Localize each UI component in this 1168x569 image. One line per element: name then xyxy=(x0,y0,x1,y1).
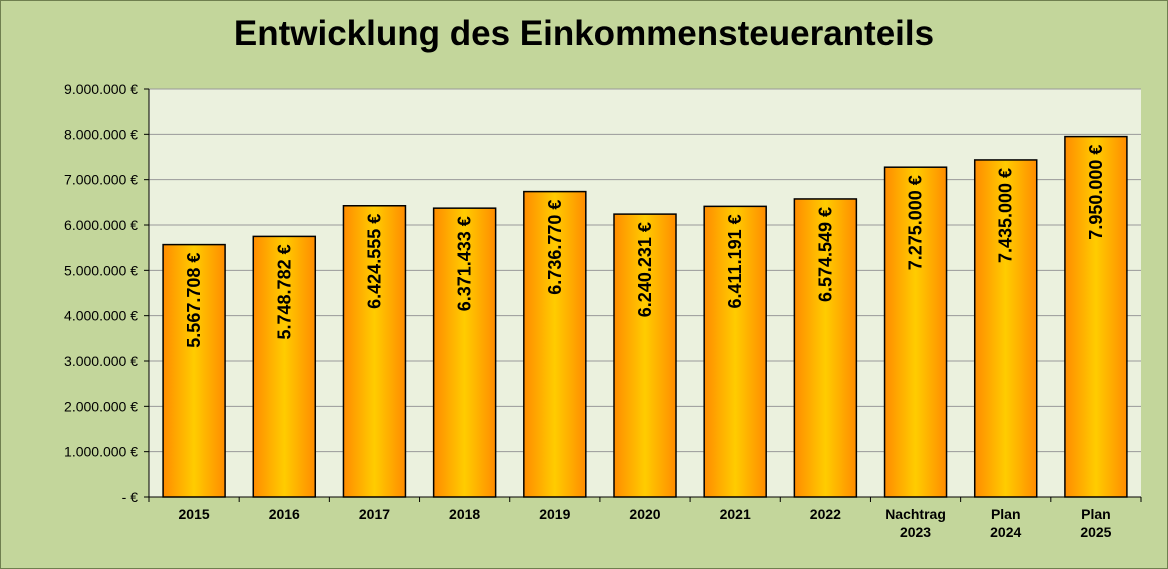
x-tick-label: 2016 xyxy=(269,506,300,522)
data-label: 6.736.770 € xyxy=(545,200,565,295)
bar xyxy=(252,235,317,498)
x-tick-label: Plan xyxy=(1081,506,1111,522)
data-label: 5.748.782 € xyxy=(274,244,294,339)
bar xyxy=(162,243,226,498)
data-label: 6.240.231 € xyxy=(635,222,655,317)
x-tick-label: Nachtrag xyxy=(885,506,946,522)
data-label: 6.371.433 € xyxy=(455,216,475,311)
bar xyxy=(883,166,948,498)
y-tick-label: 6.000.000 € xyxy=(64,217,138,233)
x-axis: 2015 2016 2017 2018 2019 2020 2021 2022 Nachtrag… xyxy=(148,496,1142,540)
bar xyxy=(342,205,407,498)
y-tick-label: 1.000.000 € xyxy=(64,444,138,460)
y-axis: - € 1.000.000 € 2.000.000 € 3.000.000 € 4.00… xyxy=(64,81,150,505)
x-tick-label: 2022 xyxy=(810,506,841,522)
chart-title: Entwicklung des Einkommensteueranteils xyxy=(233,14,935,53)
x-tick-label: 2018 xyxy=(449,506,480,522)
bar xyxy=(793,198,858,498)
data-label: 7.435.000 € xyxy=(996,168,1016,263)
y-tick-label: 8.000.000 € xyxy=(64,126,138,142)
y-tick-label: 3.000.000 € xyxy=(64,353,138,369)
y-tick-label: 4.000.000 € xyxy=(64,308,138,324)
data-label: 6.574.549 € xyxy=(815,207,835,302)
bar xyxy=(703,205,767,498)
x-tick-label: 2021 xyxy=(720,506,751,522)
bars: 5.567.708 € 5.748.782 € 6.424.555 € 6.371.4… xyxy=(162,135,1128,498)
x-tick-label: 2023 xyxy=(900,524,931,540)
data-label: 6.424.555 € xyxy=(364,214,384,309)
bar xyxy=(613,213,677,498)
bar xyxy=(432,207,497,498)
y-tick-label: - € xyxy=(122,489,139,505)
x-tick-label: 2024 xyxy=(990,524,1021,540)
bar xyxy=(523,190,587,498)
y-tick-label: 9.000.000 € xyxy=(64,81,138,97)
data-label: 7.275.000 € xyxy=(906,175,926,270)
y-tick-label: 7.000.000 € xyxy=(64,172,138,188)
x-tick-label: 2025 xyxy=(1080,524,1111,540)
bar xyxy=(1064,135,1128,498)
data-label: 5.567.708 € xyxy=(184,253,204,348)
data-label: 6.411.191 € xyxy=(725,214,745,308)
x-tick-label: 2015 xyxy=(179,506,210,522)
x-tick-label: Plan xyxy=(991,506,1021,522)
y-tick-label: 2.000.000 € xyxy=(64,398,138,414)
data-label: 7.950.000 € xyxy=(1086,145,1106,240)
bar xyxy=(973,159,1038,498)
x-tick-label: 2019 xyxy=(539,506,570,522)
x-tick-label: 2017 xyxy=(359,506,390,522)
x-tick-label: 2020 xyxy=(629,506,660,522)
y-tick-label: 5.000.000 € xyxy=(64,262,138,278)
